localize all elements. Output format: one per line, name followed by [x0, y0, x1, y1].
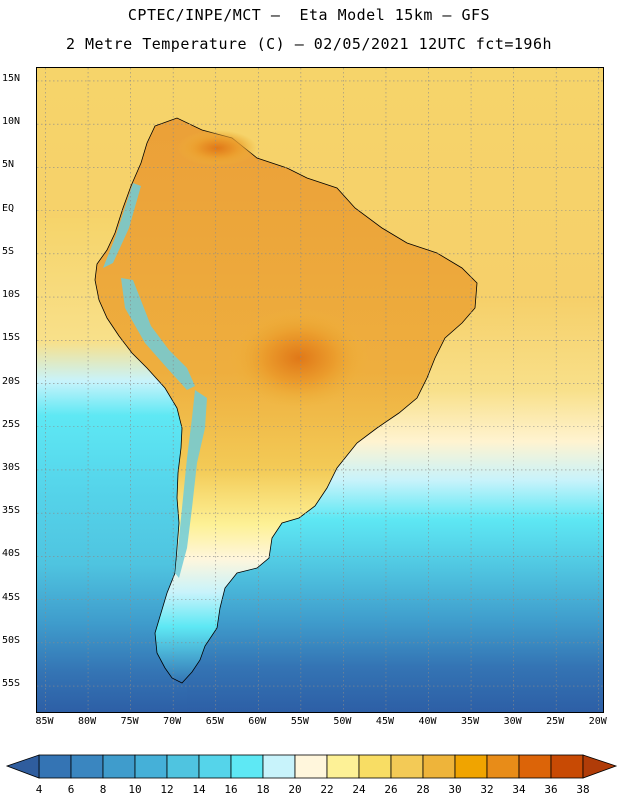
lon-tick-label: 25W [546, 716, 565, 727]
lat-tick-label: 10N [2, 116, 21, 128]
lon-tick-label: 40W [418, 716, 437, 727]
colorbar-bin [358, 754, 392, 779]
lon-tick-label: 60W [248, 716, 267, 727]
lon-tick-label: 20W [588, 716, 607, 727]
colorbar-bin [70, 754, 104, 779]
lon-tick-label: 35W [461, 716, 480, 727]
colorbar-bin [422, 754, 456, 779]
colorbar-bin [166, 754, 200, 779]
colorbar-bin [390, 754, 424, 779]
map-title: CPTEC/INPE/MCT – Eta Model 15km – GFS [127, 6, 491, 24]
map-subtitle: 2 Metre Temperature (C) – 02/05/2021 12U… [65, 35, 553, 53]
colorbar-tick-label: 20 [288, 783, 302, 796]
hot-core-north [177, 130, 257, 166]
lat-tick-label: 25S [2, 418, 21, 430]
lon-tick-label: 85W [35, 716, 54, 727]
colorbar-tick-label: 26 [384, 783, 398, 796]
colorbar-bin [326, 754, 360, 779]
lon-tick-label: 30W [503, 716, 522, 727]
colorbar-bin [486, 754, 520, 779]
colorbar-tick-label: 8 [99, 783, 107, 796]
lon-tick-label: 70W [163, 716, 182, 727]
lon-tick-label: 45W [375, 716, 394, 727]
colorbar-tick-label: 36 [544, 783, 558, 796]
colorbar-bin [198, 754, 232, 779]
colorbar-bin [518, 754, 552, 779]
colorbar-tick-label: 6 [67, 783, 75, 796]
lat-tick-label: 40S [2, 548, 21, 560]
lat-tick-label: 55S [2, 678, 21, 690]
colorbar-bin [134, 754, 168, 779]
graticule [37, 68, 603, 712]
colorbar-tick-label: 30 [448, 783, 462, 796]
colorbar-tick-label: 16 [224, 783, 238, 796]
temperature-map [36, 67, 604, 713]
colorbar-bin [550, 754, 584, 779]
colorbar-tick-label: 28 [416, 783, 430, 796]
colorbar-right-arrow [582, 754, 618, 779]
colorbar-bin [454, 754, 488, 779]
lat-tick-label: 20S [2, 375, 21, 387]
color-scale-bar [5, 754, 618, 779]
lon-tick-label: 55W [290, 716, 309, 727]
colorbar-bin [294, 754, 328, 779]
colorbar-tick-label: 22 [320, 783, 334, 796]
lon-tick-label: 75W [120, 716, 139, 727]
lat-tick-label: 15S [2, 332, 21, 344]
colorbar-left-arrow [5, 754, 40, 779]
lat-tick-label: 10S [2, 289, 21, 301]
lat-tick-label: 30S [2, 461, 21, 473]
lat-tick-label: 5S [2, 245, 15, 257]
lon-tick-label: 50W [333, 716, 352, 727]
colorbar-tick-label: 14 [192, 783, 206, 796]
colorbar-tick-label: 18 [256, 783, 270, 796]
colorbar-tick-label: 34 [512, 783, 526, 796]
colorbar-bin [38, 754, 72, 779]
map-canvas [37, 68, 603, 712]
andes-mountains [103, 183, 207, 578]
colorbar-bin [262, 754, 296, 779]
lat-tick-label: 5N [2, 159, 15, 171]
lon-tick-label: 65W [205, 716, 224, 727]
colorbar-bin [102, 754, 136, 779]
lat-tick-label: 15N [2, 72, 21, 84]
hot-core [229, 308, 369, 408]
colorbar-tick-label: 4 [35, 783, 43, 796]
lat-tick-label: 35S [2, 505, 21, 517]
colorbar-tick-label: 12 [160, 783, 174, 796]
lat-tick-label: 45S [2, 591, 21, 603]
colorbar-tick-label: 32 [480, 783, 494, 796]
lon-tick-label: 80W [78, 716, 97, 727]
colorbar-bin [230, 754, 264, 779]
colorbar-tick-label: 10 [128, 783, 142, 796]
lat-tick-label: EQ [2, 202, 15, 214]
lat-tick-label: 50S [2, 634, 21, 646]
colorbar-tick-label: 24 [352, 783, 366, 796]
colorbar-tick-label: 38 [576, 783, 590, 796]
